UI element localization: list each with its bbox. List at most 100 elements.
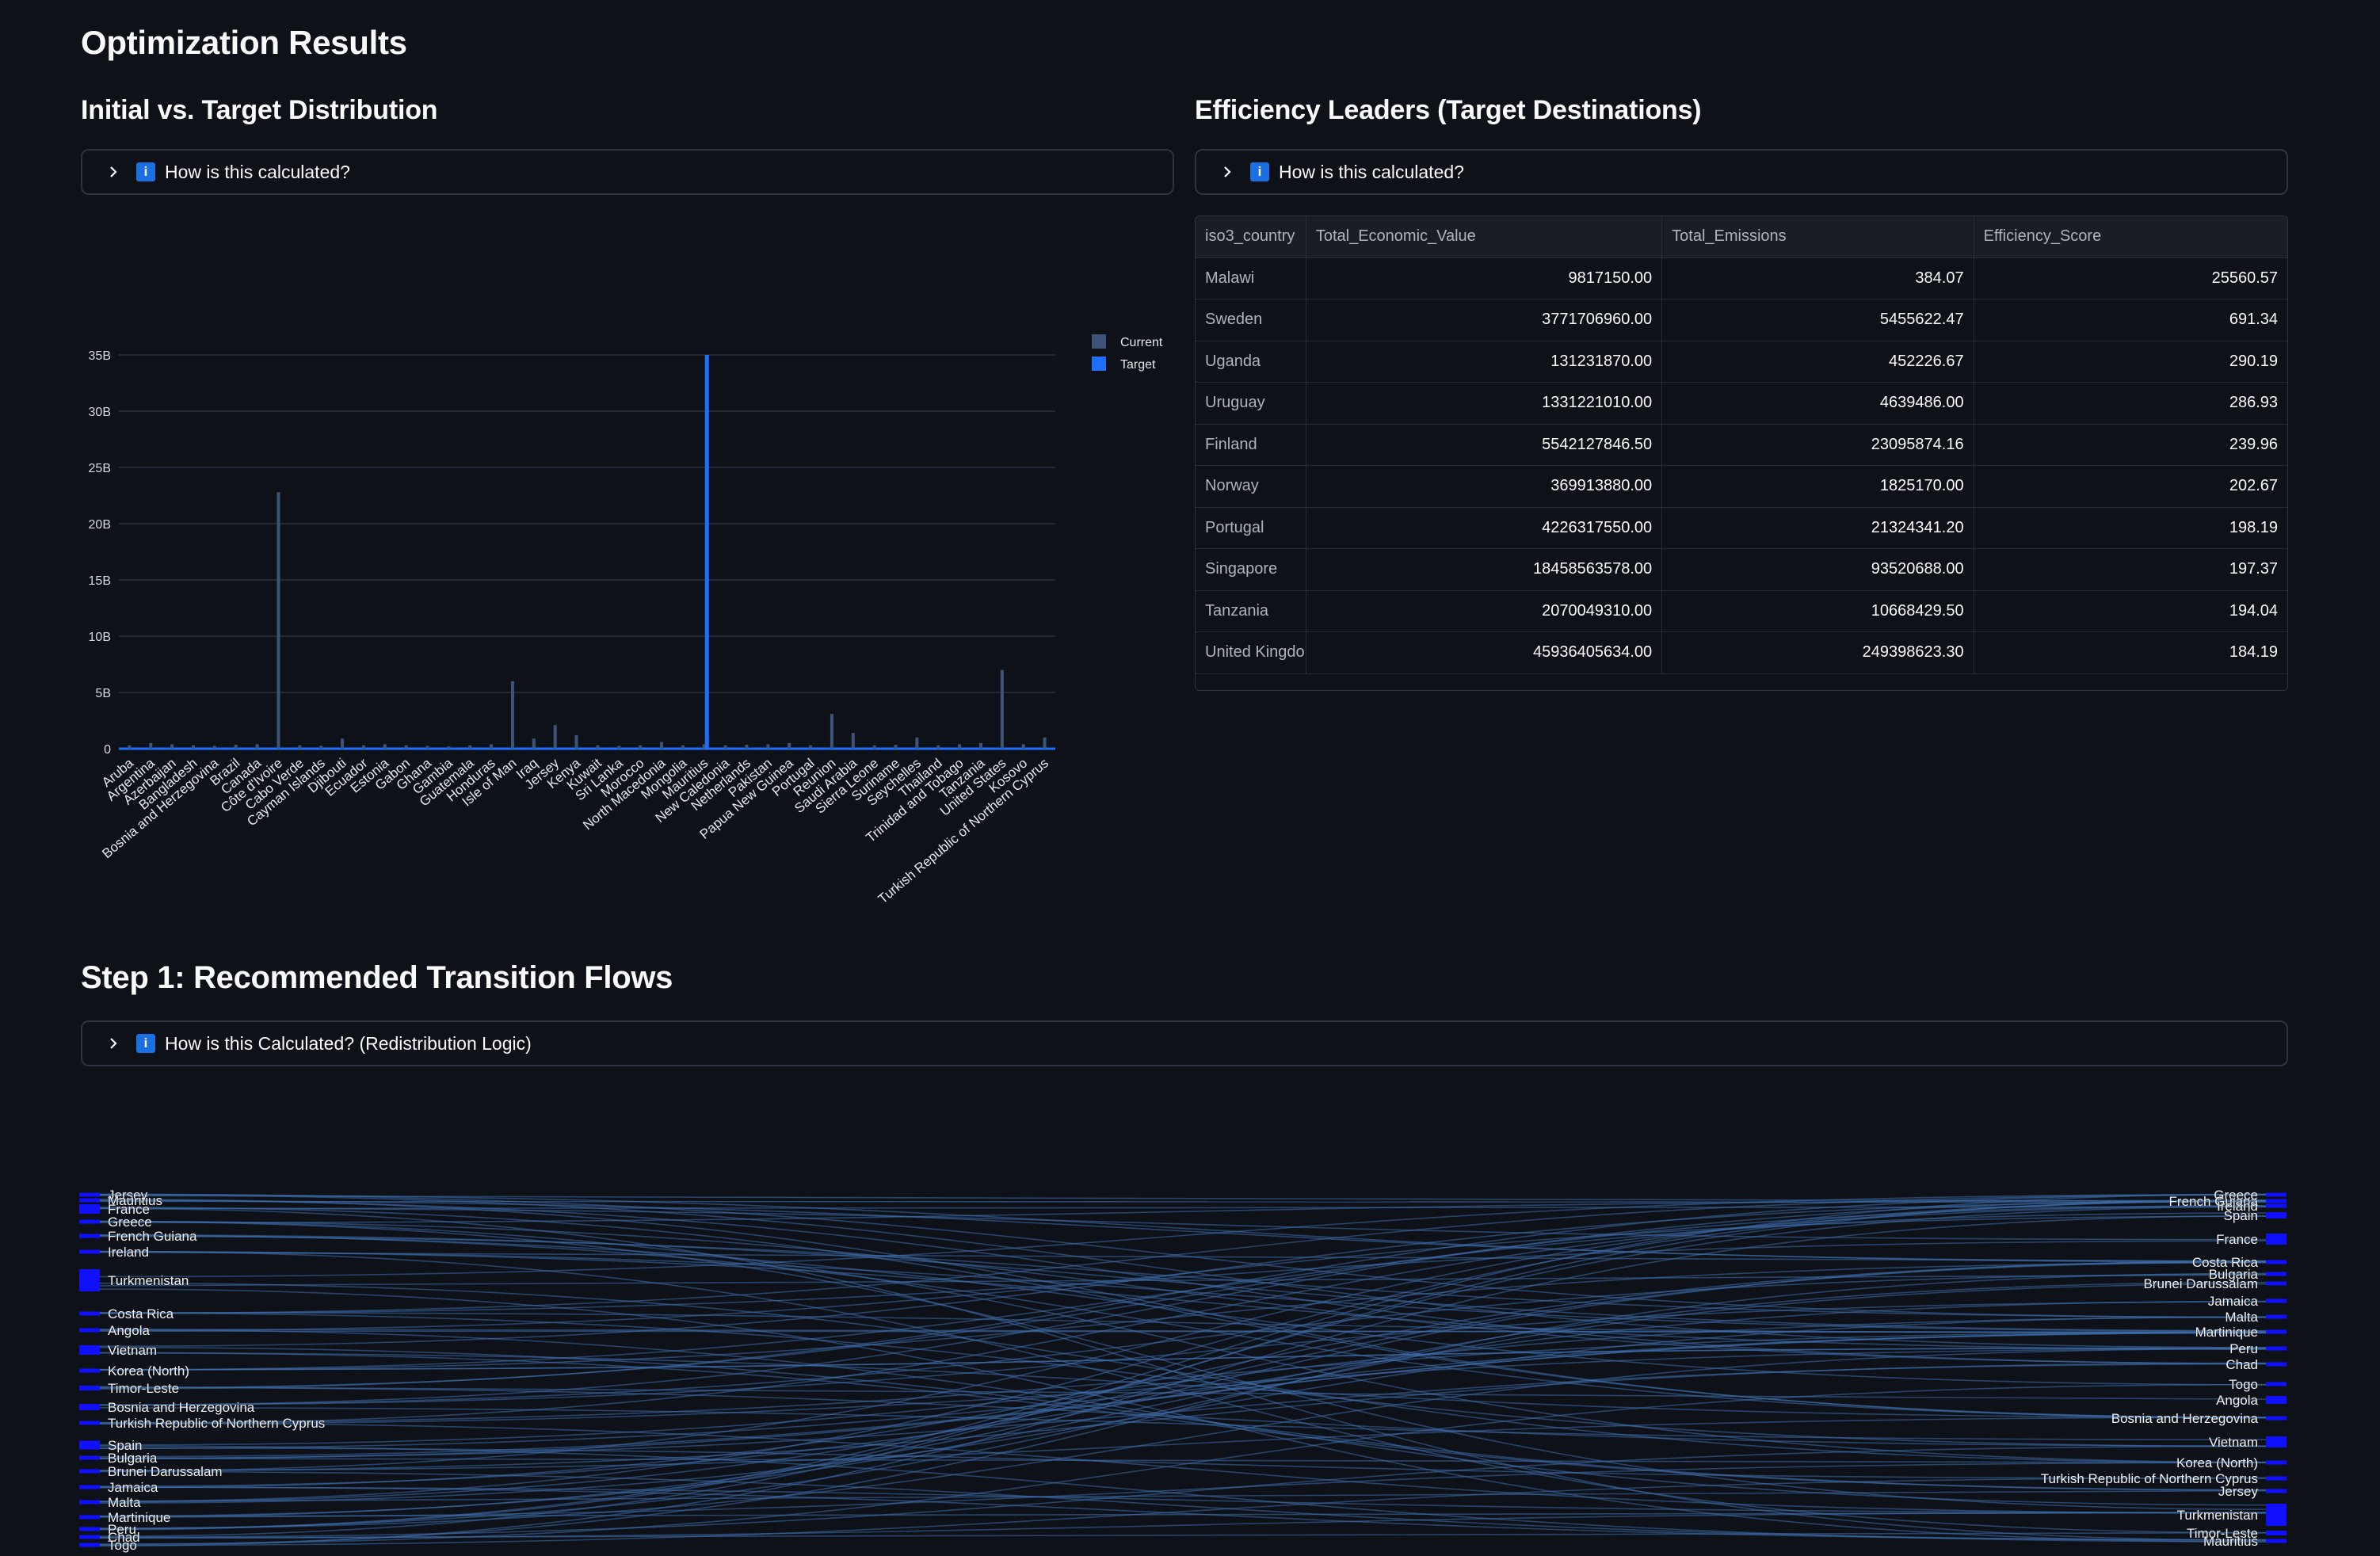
value-cell[interactable]: 452226.67 bbox=[1662, 341, 1974, 382]
flow-link bbox=[99, 1234, 2267, 1386]
country-cell[interactable]: Uruguay bbox=[1196, 383, 1306, 424]
y-tick-label: 0 bbox=[104, 743, 111, 757]
target-node bbox=[2266, 1329, 2287, 1334]
current-bar bbox=[149, 742, 153, 749]
flows-info-expander[interactable]: i How is this Calculated? (Redistributio… bbox=[81, 1020, 2288, 1066]
table-row[interactable]: Tanzania 2070049310.00 10668429.50 194.04 bbox=[1196, 590, 2287, 632]
y-tick-label: 25B bbox=[89, 462, 111, 475]
target-label: Brunei Darussalam bbox=[2143, 1276, 2258, 1291]
value-cell[interactable]: 2070049310.00 bbox=[1306, 590, 1663, 631]
value-cell[interactable]: 1331221010.00 bbox=[1306, 383, 1663, 424]
value-cell[interactable]: 18458563578.00 bbox=[1306, 549, 1663, 590]
table-body: Malawi 9817150.00 384.07 25560.57 Sweden 3771… bbox=[1196, 257, 2287, 691]
flows-section-title: Step 1: Recommended Transition Flows bbox=[81, 960, 673, 995]
source-node bbox=[79, 1368, 100, 1373]
country-cell[interactable]: Finland bbox=[1196, 424, 1306, 465]
value-cell[interactable]: 194.04 bbox=[2229, 601, 2279, 620]
current-bar bbox=[936, 745, 940, 749]
column-header[interactable]: Efficiency_Score bbox=[1983, 227, 2102, 246]
value-cell[interactable]: 197.37 bbox=[2229, 560, 2279, 578]
source-node bbox=[79, 1535, 100, 1539]
value-cell[interactable]: 3771706960.00 bbox=[1306, 299, 1663, 341]
table-row[interactable]: Finland 5542127846.50 23095874.16 239.96 bbox=[1196, 424, 2287, 466]
table-section-title: Efficiency Leaders (Target Destinations) bbox=[1195, 95, 1702, 125]
country-cell[interactable]: Norway bbox=[1196, 466, 1306, 507]
flow-link bbox=[99, 1272, 2267, 1546]
value-cell[interactable]: 249398623.30 bbox=[1662, 632, 1974, 673]
table-row[interactable]: Singapore 18458563578.00 93520688.00 197.37 bbox=[1196, 549, 2287, 591]
source-label: Costa Rica bbox=[108, 1306, 174, 1321]
target-label: France bbox=[2216, 1232, 2258, 1247]
table-info-expander[interactable]: i How is this calculated? bbox=[1195, 149, 2288, 195]
column-header[interactable]: Total_Economic_Value bbox=[1306, 216, 1663, 257]
country-cell[interactable]: Sweden bbox=[1196, 299, 1306, 341]
value-cell[interactable]: 4639486.00 bbox=[1662, 383, 1974, 424]
source-label: Peru bbox=[108, 1522, 136, 1537]
value-cell[interactable]: 45936405634.00 bbox=[1306, 632, 1663, 673]
value-cell[interactable]: 21324341.20 bbox=[1662, 507, 1974, 548]
country-cell[interactable]: Malawi bbox=[1196, 257, 1306, 299]
source-label: Malta bbox=[108, 1495, 141, 1510]
target-node bbox=[2266, 1314, 2287, 1319]
table-row[interactable]: Norway 369913880.00 1825170.00 202.67 bbox=[1196, 466, 2287, 508]
table-row-partial bbox=[1196, 674, 2287, 691]
source-label: Spain bbox=[108, 1438, 142, 1453]
value-cell[interactable]: 290.19 bbox=[2229, 352, 2279, 370]
country-cell[interactable]: United Kingdo bbox=[1196, 632, 1306, 673]
column-header[interactable]: iso3_country bbox=[1196, 216, 1306, 257]
chart-bars bbox=[119, 355, 1055, 750]
value-cell[interactable]: 131231870.00 bbox=[1306, 341, 1663, 382]
value-cell[interactable]: 239.96 bbox=[2229, 435, 2279, 453]
value-cell[interactable]: 691.34 bbox=[2229, 311, 2279, 329]
chart-info-expander[interactable]: i How is this calculated? bbox=[81, 149, 1174, 195]
country-cell[interactable]: Tanzania bbox=[1196, 590, 1306, 631]
current-bar bbox=[255, 744, 259, 749]
value-cell[interactable]: 202.67 bbox=[2229, 477, 2279, 495]
target-label: Turkish Republic of Northern Cyprus bbox=[2041, 1471, 2258, 1486]
country-cell[interactable]: Singapore bbox=[1196, 549, 1306, 590]
source-node bbox=[79, 1204, 100, 1214]
table-row[interactable]: United Kingdo 45936405634.00 249398623.30 1… bbox=[1196, 632, 2287, 674]
column-header[interactable]: Total_Emissions bbox=[1662, 216, 1974, 257]
source-label: Bosnia and Herzegovina bbox=[108, 1400, 255, 1415]
value-cell[interactable]: 198.19 bbox=[2229, 518, 2279, 536]
value-cell[interactable]: 10668429.50 bbox=[1662, 590, 1974, 631]
table-row[interactable]: Uganda 131231870.00 452226.67 290.19 bbox=[1196, 341, 2287, 383]
target-label: Vietnam bbox=[2209, 1435, 2258, 1450]
value-cell[interactable]: 369913880.00 bbox=[1306, 466, 1663, 507]
value-cell[interactable]: 4226317550.00 bbox=[1306, 507, 1663, 548]
value-cell[interactable]: 286.93 bbox=[2229, 394, 2279, 412]
current-bar bbox=[894, 745, 898, 749]
value-cell[interactable]: 93520688.00 bbox=[1662, 549, 1974, 590]
value-cell[interactable]: 184.19 bbox=[2229, 643, 2279, 662]
current-bar bbox=[745, 745, 749, 749]
table-row[interactable]: Portugal 4226317550.00 21324341.20 198.19 bbox=[1196, 507, 2287, 549]
flow-link bbox=[99, 1199, 2267, 1537]
target-label: Jersey bbox=[2218, 1484, 2259, 1499]
table-row[interactable]: Sweden 3771706960.00 5455622.47 691.34 bbox=[1196, 299, 2287, 341]
value-cell[interactable]: 5542127846.50 bbox=[1306, 424, 1663, 465]
value-cell[interactable]: 1825170.00 bbox=[1662, 466, 1974, 507]
current-bar bbox=[958, 744, 962, 749]
target-node bbox=[2266, 1382, 2287, 1386]
value-cell[interactable]: 384.07 bbox=[1662, 257, 1974, 299]
value-cell[interactable]: 5455622.47 bbox=[1662, 299, 1974, 341]
chart-gridlines bbox=[119, 354, 1055, 749]
source-node bbox=[79, 1192, 100, 1197]
source-node bbox=[79, 1455, 100, 1460]
table-row[interactable]: Malawi 9817150.00 384.07 25560.57 bbox=[1196, 257, 2287, 299]
sankey-nodes bbox=[79, 1192, 2287, 1547]
source-node bbox=[79, 1543, 100, 1547]
flow-link bbox=[99, 1281, 2267, 1517]
country-cell[interactable]: Uganda bbox=[1196, 341, 1306, 382]
legend-label: Target bbox=[1120, 358, 1156, 372]
table-row[interactable]: Uruguay 1331221010.00 4639486.00 286.93 bbox=[1196, 383, 2287, 425]
value-cell[interactable]: 23095874.16 bbox=[1662, 424, 1974, 465]
efficiency-table[interactable]: iso3_country Total_Economic_Value Total_… bbox=[1195, 215, 2288, 691]
country-cell[interactable]: Portugal bbox=[1196, 507, 1306, 548]
chart-legend[interactable]: Current Target bbox=[1092, 334, 1163, 372]
value-cell[interactable]: 25560.57 bbox=[2211, 269, 2279, 287]
current-bar bbox=[277, 492, 280, 749]
value-cell[interactable]: 9817150.00 bbox=[1306, 257, 1663, 299]
